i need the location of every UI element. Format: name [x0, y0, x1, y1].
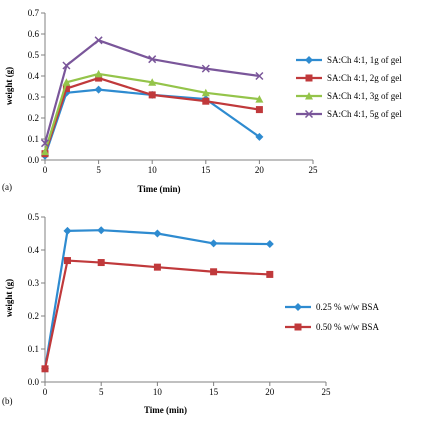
x-tick-label: 25	[322, 387, 332, 397]
x-tick-label: 20	[265, 387, 275, 397]
x-tick-label: 20	[255, 165, 265, 175]
data-point-s1-6	[255, 132, 264, 141]
x-tick-label: 0	[43, 387, 48, 397]
y-tick-label: 0.4	[28, 71, 40, 81]
panel-label: (b)	[2, 396, 13, 406]
x-axis-title: Time (min)	[137, 184, 180, 194]
data-point-s2-3	[95, 74, 103, 82]
y-tick-label: 0.0	[28, 377, 40, 387]
data-point-s3-2	[62, 78, 71, 86]
data-point-s1-3	[94, 85, 103, 94]
y-axis-title: weight (g)	[4, 67, 14, 105]
x-axis-title: Time (min)	[144, 405, 187, 415]
legend-swatch-marker	[294, 303, 302, 311]
y-tick-label: 0.7	[28, 8, 40, 18]
legend-label: SA:Ch 4:1, 1g of gel	[327, 55, 402, 65]
legend-swatch-marker	[305, 92, 313, 100]
x-tick-label: 0	[43, 165, 48, 175]
y-tick-label: 0.5	[28, 50, 40, 60]
data-point-s4-1	[40, 139, 50, 148]
panel-label: (a)	[2, 182, 12, 192]
data-point-s4-5	[201, 64, 210, 73]
data-point-s2-1	[41, 365, 49, 373]
y-axis-title: weight (g)	[4, 279, 14, 317]
series-line-1	[43, 88, 261, 157]
data-point-s2-5	[210, 268, 218, 276]
data-point-s3-1	[41, 147, 49, 156]
data-point-s1-3	[97, 226, 106, 235]
legend-label: 0.25 % w/w BSA	[316, 302, 380, 312]
data-point-s3-4	[148, 78, 157, 86]
y-tick-label: 0.2	[28, 311, 39, 321]
legend-swatch-marker	[294, 323, 302, 331]
y-tick-label: 0.1	[28, 134, 39, 144]
data-point-s2-2	[62, 85, 70, 93]
data-point-s1-6	[265, 240, 274, 249]
legend-swatch-marker	[305, 74, 313, 82]
y-tick-label: 0.5	[28, 212, 40, 222]
data-point-s4-3	[94, 36, 103, 45]
legend-label: SA:Ch 4:1, 5g of gel	[327, 109, 402, 119]
legend-label: SA:Ch 4:1, 2g of gel	[327, 73, 402, 83]
x-tick-label: 15	[201, 165, 211, 175]
x-tick-label: 10	[148, 165, 158, 175]
data-point-s4-4	[148, 55, 157, 64]
y-tick-label: 0.2	[28, 113, 39, 123]
data-point-s3-3	[94, 69, 103, 78]
data-point-s1-4	[153, 229, 162, 238]
legend-label: SA:Ch 4:1, 3g of gel	[327, 91, 402, 101]
data-point-s2-6	[255, 106, 263, 114]
x-tick-label: 5	[96, 165, 101, 175]
data-point-s2-3	[97, 259, 105, 267]
y-tick-label: 0.0	[28, 155, 40, 165]
chart-b: 0.0 0.1 0.2 0.3 0.4 0.5 0 5 10 15 20 25 Time (min) we…	[2, 212, 380, 415]
data-point-s4-2	[62, 61, 71, 70]
series-line-3	[43, 72, 260, 152]
data-point-s2-5	[202, 97, 210, 105]
data-point-s3-5	[201, 88, 210, 97]
data-point-s4-6	[255, 71, 264, 81]
legend-label: 0.50 % w/w BSA	[316, 322, 380, 332]
y-tick-label: 0.3	[28, 278, 40, 288]
data-point-s2-4	[153, 263, 161, 271]
data-point-s3-6	[255, 95, 264, 103]
series-line-2	[43, 76, 260, 155]
data-point-s1-5	[209, 239, 218, 248]
data-point-s1-2	[63, 226, 72, 235]
y-tick-label: 0.1	[28, 344, 39, 354]
x-tick-label: 15	[209, 387, 219, 397]
x-tick-label: 25	[309, 165, 319, 175]
chart-a: 0.0 0.1 0.2 0.3 0.4 0.5 0.6 0.7 0 5 10 15 20 25 Time (…	[2, 8, 402, 194]
y-tick-label: 0.6	[28, 29, 40, 39]
series-line-4	[43, 39, 260, 144]
x-tick-label: 5	[99, 387, 104, 397]
legend-swatch-marker	[305, 56, 313, 64]
x-tick-label: 10	[153, 387, 163, 397]
series-line-2	[43, 259, 270, 370]
y-tick-label: 0.3	[28, 92, 40, 102]
data-point-s2-2	[63, 257, 71, 265]
y-tick-label: 0.4	[28, 245, 40, 255]
data-point-s2-6	[266, 270, 274, 278]
data-point-s2-4	[148, 91, 156, 99]
series-line-1	[43, 229, 270, 369]
legend-swatch-marker	[304, 109, 314, 119]
